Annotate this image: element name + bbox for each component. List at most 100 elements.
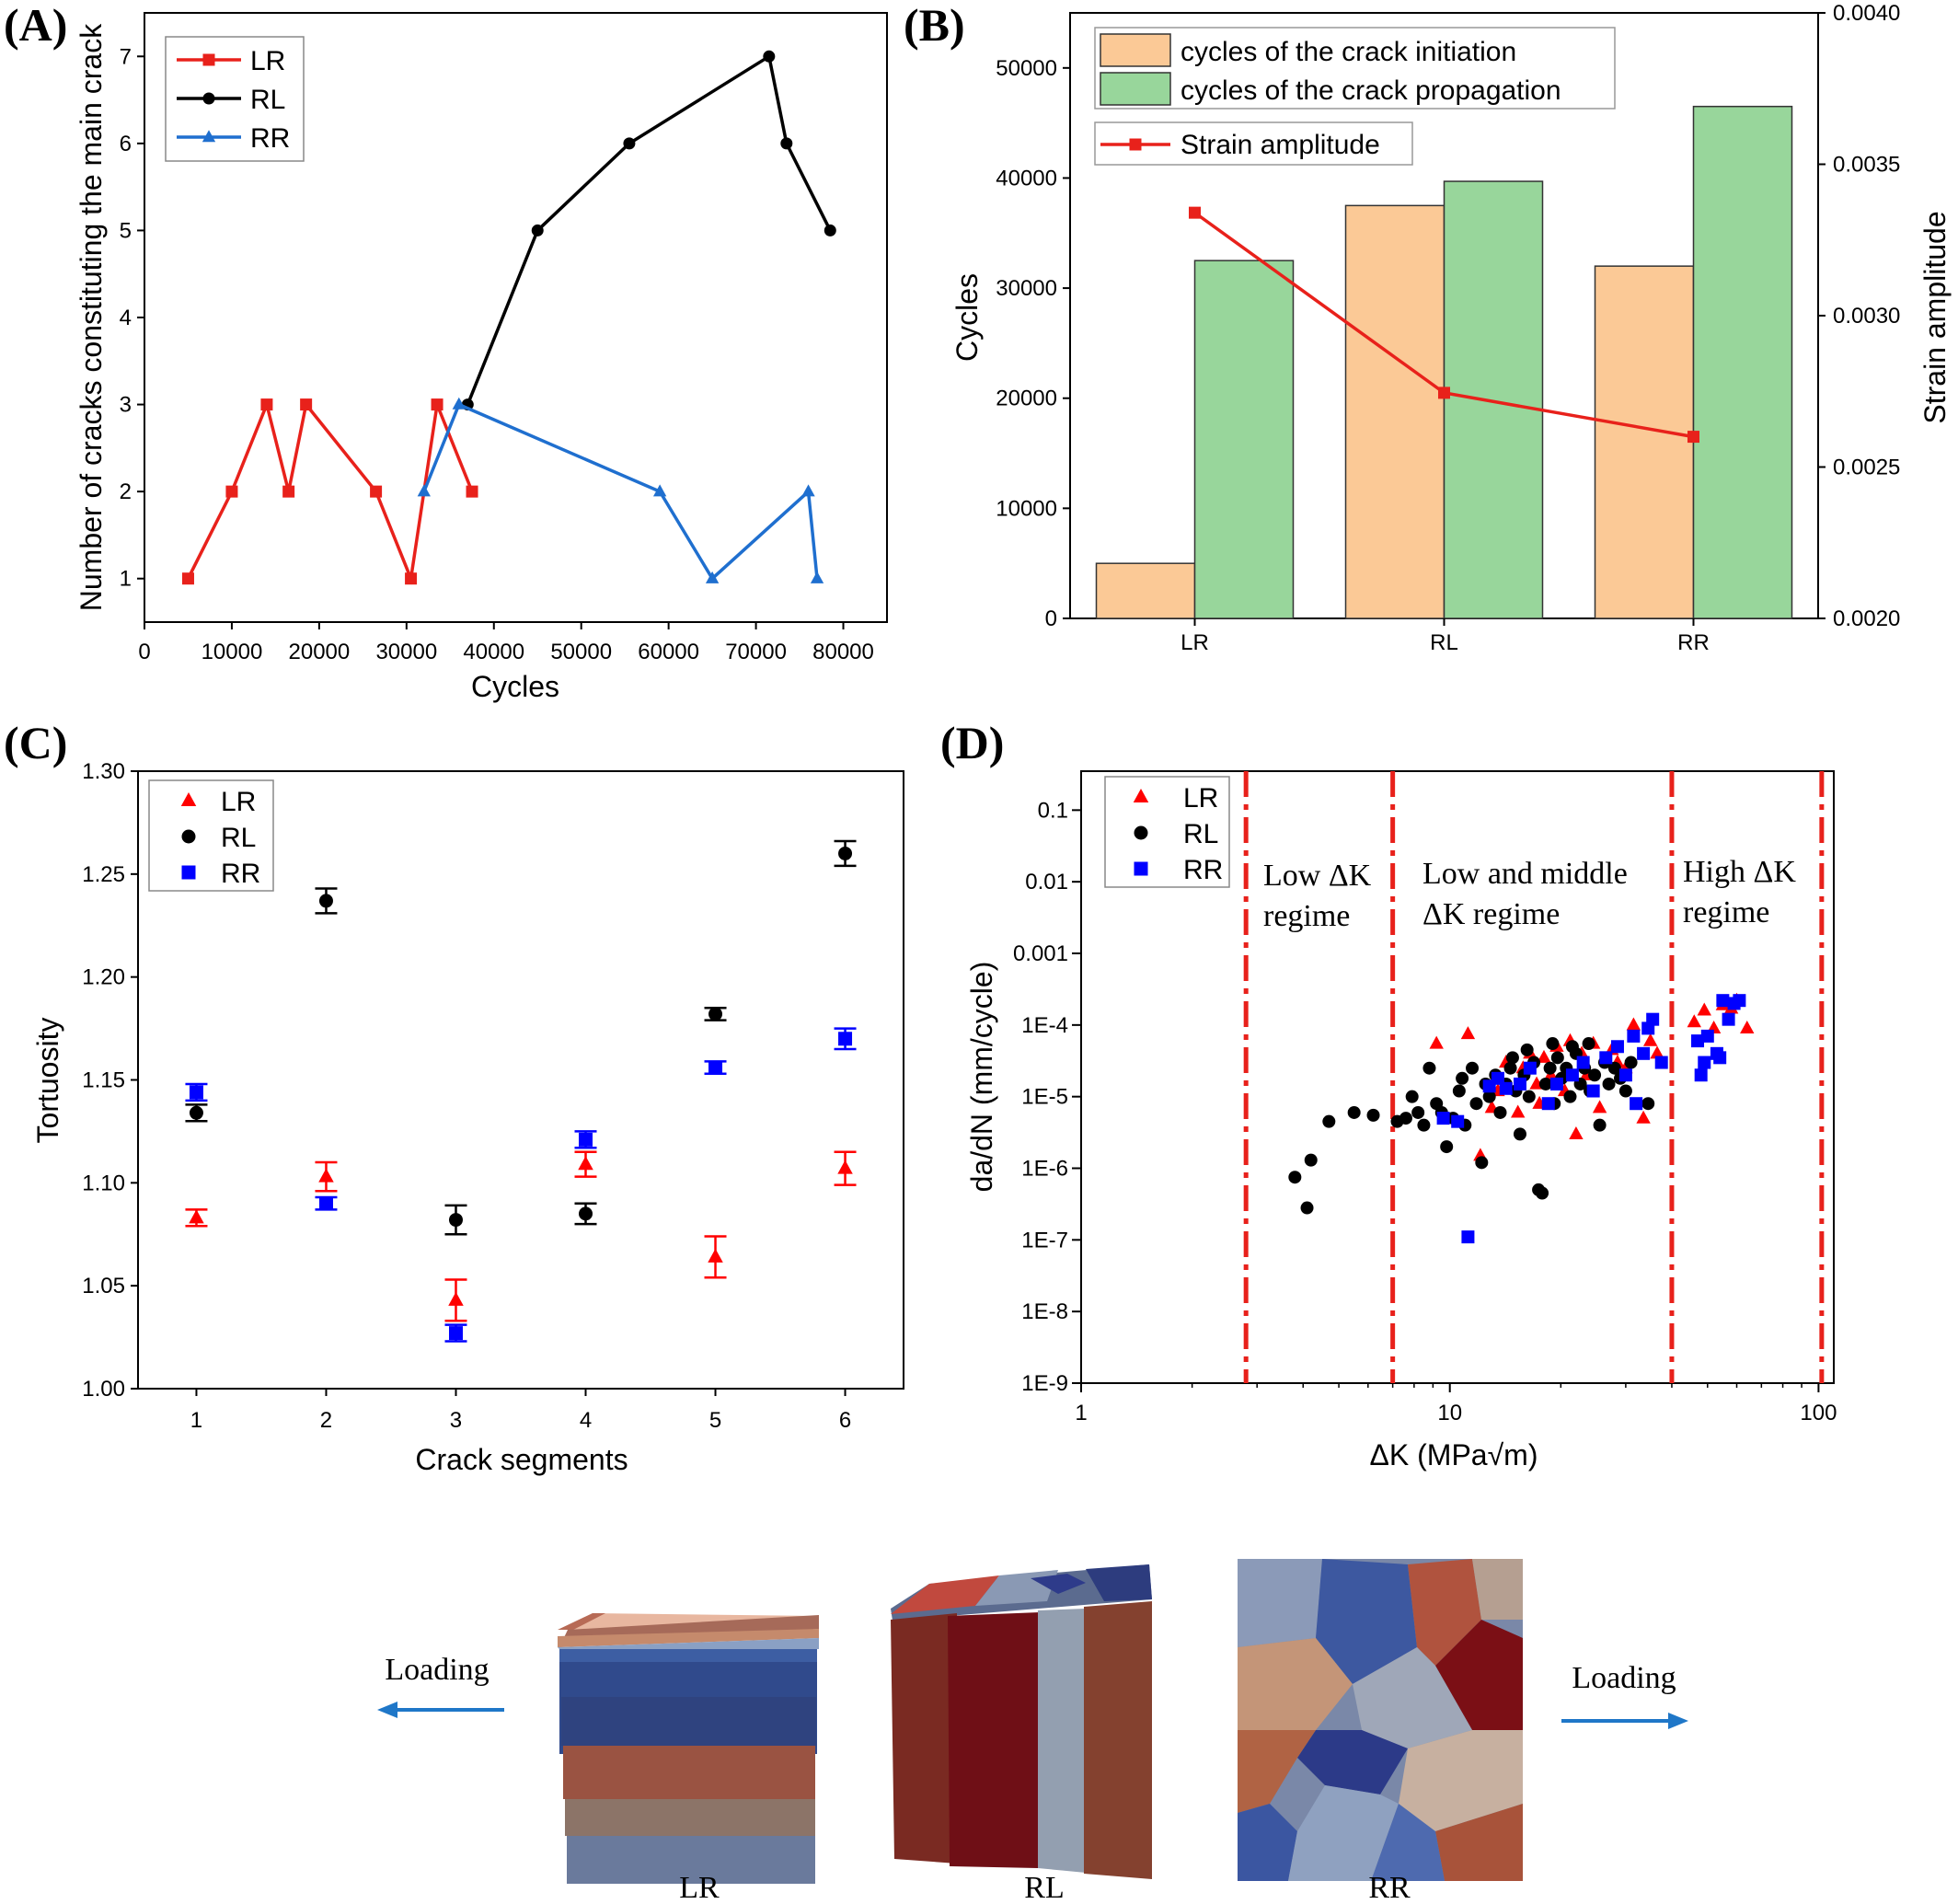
panel-b-ytick-label: 30000 xyxy=(996,276,1057,301)
panel-d-point-rl xyxy=(1475,1156,1489,1170)
panel-a-xtick-label: 20000 xyxy=(289,640,351,664)
panel-c-point-lr xyxy=(189,1209,204,1224)
panel-a-legend-marker-rr xyxy=(202,130,216,143)
panel-d-ytick-label: 1E-6 xyxy=(1021,1157,1068,1182)
panel-c-point-rl xyxy=(189,1105,203,1120)
panel-d-point-lr xyxy=(1592,1100,1607,1114)
panel-d-ytick-label: 1E-8 xyxy=(1021,1299,1068,1324)
panel-a-ytick-label: 7 xyxy=(120,44,132,69)
panel-d-point-rr xyxy=(1637,1046,1651,1060)
panel-c-legend-marker-rr xyxy=(181,865,196,880)
panel-d-regime-label: regime xyxy=(1263,899,1350,933)
panel-a-xtick-label: 0 xyxy=(138,640,150,664)
panel-a-point-lr xyxy=(370,485,383,498)
panel-c-point-rr xyxy=(708,1060,723,1075)
panel-d-point-rl xyxy=(1399,1112,1412,1125)
panel-d-point-rl xyxy=(1304,1153,1318,1167)
panel-c-legend-label-rl: RL xyxy=(221,823,256,853)
panel-a-point-rr xyxy=(653,484,667,497)
panel-c-legend-label-lr: LR xyxy=(221,787,256,817)
panel-d-point-lr xyxy=(1626,1017,1641,1031)
rl-cube xyxy=(891,1564,1152,1879)
panel-d-regime-label: regime xyxy=(1683,895,1769,929)
panel-a-series-line-rl xyxy=(466,53,832,406)
panel-d-point-rl xyxy=(1411,1105,1425,1119)
panel-c-point-rl xyxy=(838,846,853,860)
panel-d-point-rr xyxy=(1694,1068,1708,1082)
panel-d-point-rr xyxy=(1698,1056,1711,1069)
panel-a-ytick-label: 1 xyxy=(120,567,132,592)
panel-d-legend-marker-rl xyxy=(1134,825,1148,840)
panel-b-bar-initiation xyxy=(1344,204,1445,619)
panel-a-letter: (A) xyxy=(4,0,67,51)
panel-d-legend-box xyxy=(1104,776,1230,888)
panel-d-point-lr xyxy=(1537,1049,1551,1063)
panel-d-point-rl xyxy=(1493,1105,1507,1119)
panel-a-xtick-label: 50000 xyxy=(550,640,612,664)
panel-a-point-lr xyxy=(181,572,194,585)
cube-label-rl: RL xyxy=(1024,1871,1064,1904)
panel-d-point-rr xyxy=(1513,1077,1526,1090)
panel-d-regime-label: High ΔK xyxy=(1683,855,1796,889)
panel-c-point-lr xyxy=(448,1291,464,1306)
panel-d-point-rl xyxy=(1466,1061,1480,1075)
right-loading-label: Loading xyxy=(1572,1661,1676,1695)
panel-a-xtick-label: 80000 xyxy=(812,640,874,664)
panel-b-legend-line-marker xyxy=(1129,138,1142,151)
panel-c-point-rr xyxy=(579,1132,593,1147)
panel-a-ytick-label: 5 xyxy=(120,218,132,243)
panel-d-point-rr xyxy=(1610,1040,1624,1054)
panel-d-point-rr xyxy=(1541,1097,1555,1111)
panel-d-point-lr xyxy=(1643,1033,1658,1046)
panel-b-y2tick-label: 0.0040 xyxy=(1833,1,1900,26)
panel-d-point-rl xyxy=(1618,1084,1632,1098)
panel-b-legend-label: cycles of the crack propagation xyxy=(1181,75,1561,106)
panel-d-point-rl xyxy=(1405,1090,1419,1103)
panel-a-xtick-label: 30000 xyxy=(375,640,437,664)
panel-b-bar-propagation xyxy=(1443,180,1544,619)
panel-a-point-rr xyxy=(810,571,824,583)
panel-d-point-rl xyxy=(1565,1040,1579,1054)
panel-d-point-rl xyxy=(1563,1090,1577,1103)
panel-d-legend-marker-lr xyxy=(1133,789,1149,802)
panel-d-point-rl xyxy=(1546,1037,1560,1051)
panel-d-point-rl xyxy=(1520,1043,1534,1056)
panel-d-chart: ΔK (MPa√m) da/dN (mm/cycle) 1 10 100 1E-9 1E… xyxy=(965,770,1837,1471)
panel-a-legend-label-lr: LR xyxy=(250,46,285,76)
panel-d-point-lr xyxy=(1650,1045,1664,1059)
panel-d-xlabel: ΔK (MPa√m) xyxy=(1370,1438,1538,1471)
panel-c-legend-label-rr: RR xyxy=(221,859,260,889)
panel-a-point-rl xyxy=(824,224,836,237)
panel-a-point-lr xyxy=(300,398,313,411)
panel-c-legend: LR RL RR xyxy=(148,779,274,892)
panel-d-xtick-label: 10 xyxy=(1437,1401,1462,1425)
panel-d-point-lr xyxy=(1740,1021,1755,1034)
panel-c-ytick-label: 1.15 xyxy=(82,1068,125,1093)
panel-a-point-rr xyxy=(417,484,431,497)
panel-b-xtick-label: RL xyxy=(1430,630,1458,655)
panel-a-point-rr xyxy=(801,484,815,497)
panel-d-ytick-label: 0.001 xyxy=(1013,941,1068,966)
panel-b-ytick-label: 50000 xyxy=(996,56,1057,81)
crystal-cubes-illustration: Loading xyxy=(377,1559,1688,1904)
panel-c-point-rl xyxy=(318,894,333,908)
panel-a-point-rl xyxy=(763,50,776,63)
panel-d-point-lr xyxy=(1636,1110,1651,1124)
panel-c-point-rl xyxy=(708,1007,723,1021)
panel-d-point-rl xyxy=(1347,1105,1361,1119)
panel-d-point-rr xyxy=(1436,1112,1450,1125)
panel-d-point-rl xyxy=(1300,1201,1314,1215)
panel-a-xtick-label: 70000 xyxy=(725,640,787,664)
panel-c-ylabel: Tortuosity xyxy=(31,1018,64,1144)
panel-d-regime-label: ΔK regime xyxy=(1422,897,1560,931)
panel-b-bar-propagation xyxy=(1193,260,1295,619)
panel-b-ytick-label: 10000 xyxy=(996,496,1057,521)
right-loading-arrow xyxy=(1561,1713,1688,1729)
panel-d-point-rl xyxy=(1322,1114,1336,1128)
panel-d-point-rr xyxy=(1491,1071,1504,1085)
panel-b-y2label: Strain amplitude xyxy=(1918,211,1952,423)
panel-c-point-rl xyxy=(448,1213,463,1228)
panel-d-point-lr xyxy=(1460,1026,1476,1040)
panel-c-xtick-label: 6 xyxy=(839,1408,851,1433)
